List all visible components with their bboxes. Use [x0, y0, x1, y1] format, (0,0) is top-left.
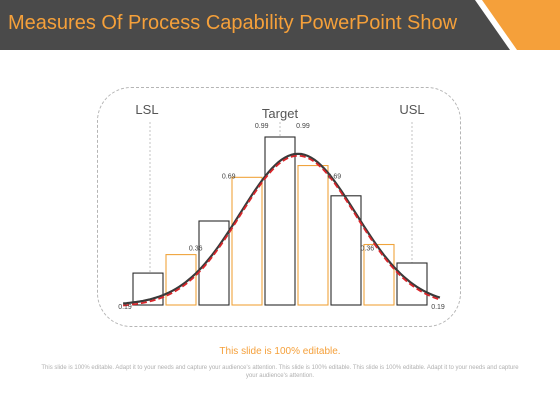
slide-footnote: This slide is 100% editable. Adapt it to… [41, 365, 519, 379]
data-label: 0.69 [327, 173, 341, 180]
data-label: 0.19 [118, 304, 132, 311]
header-dark-band [0, 0, 510, 50]
curve-red-dashed [123, 154, 441, 307]
slide-title: Measures Of Process Capability PowerPoin… [8, 12, 458, 34]
header-shapes [0, 0, 560, 50]
header-bar: Measures Of Process Capability PowerPoin… [0, 0, 560, 50]
lsl-label: LSL [135, 102, 158, 117]
slide-caption: This slide is 100% editable. [219, 346, 341, 357]
chart-frame [97, 87, 461, 327]
data-label: 0.69 [222, 173, 236, 180]
target-label: Target [262, 106, 299, 121]
bar-6 [297, 165, 329, 306]
usl-label: USL [399, 102, 424, 117]
data-label: 0.99 [296, 123, 310, 130]
data-label: 0.99 [255, 123, 269, 130]
data-label: 0.19 [431, 304, 445, 311]
bar-4 [231, 176, 263, 306]
data-label: 0.36 [360, 246, 374, 253]
bar-7 [330, 195, 362, 306]
data-label: 0.36 [189, 246, 203, 253]
header-orange-band [482, 0, 560, 50]
bar-3 [198, 220, 230, 306]
bar-8 [363, 243, 395, 306]
bar-5 [264, 136, 296, 306]
curve-dark [123, 152, 441, 305]
